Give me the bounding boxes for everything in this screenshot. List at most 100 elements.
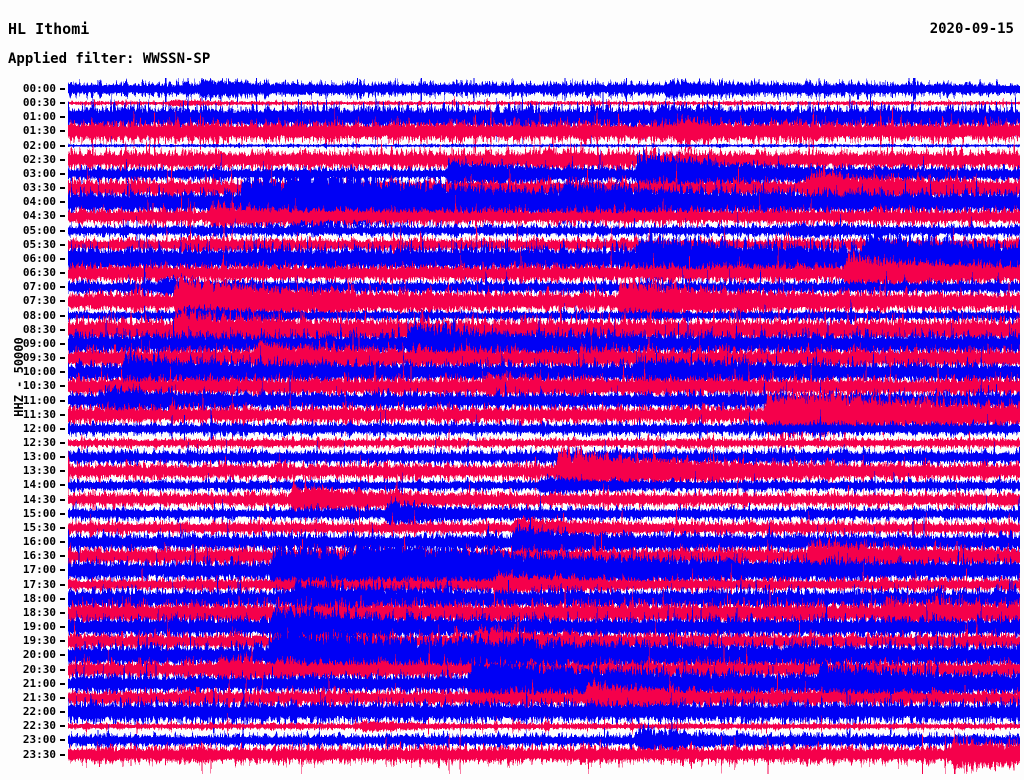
time-axis-label: 21:00: [22, 676, 56, 690]
axis-tick: [60, 626, 65, 629]
time-axis-label: 17:30: [22, 577, 56, 591]
axis-tick: [60, 427, 65, 430]
trace-row: [68, 712, 1020, 738]
trace-row: [68, 81, 1020, 150]
axis-tick: [60, 526, 65, 529]
trace-row: [68, 265, 1020, 311]
axis-tick: [60, 272, 65, 275]
axis-tick: [60, 711, 65, 714]
header-bar: HL Ithomi 2020-09-15 Applied filter: WWS…: [0, 0, 1024, 78]
time-axis-label: 15:00: [22, 506, 56, 520]
trace-row: [68, 468, 1020, 506]
time-axis-label: 03:00: [22, 166, 56, 180]
axis-tick: [60, 257, 65, 260]
axis-tick: [60, 144, 65, 147]
axis-tick: [60, 654, 65, 657]
trace-row: [68, 560, 1020, 611]
time-axis-label: 16:00: [22, 535, 56, 549]
trace-row: [68, 126, 1020, 195]
trace-row: [68, 488, 1020, 533]
axis-tick: [60, 498, 65, 501]
time-axis-label: 21:30: [22, 690, 56, 704]
trace-row: [68, 724, 1020, 774]
time-axis-label: 22:30: [22, 719, 56, 733]
trace-row: [68, 151, 1020, 220]
axis-tick: [60, 286, 65, 289]
time-axis-label: 01:00: [22, 110, 56, 124]
time-axis-label: 18:30: [22, 605, 56, 619]
time-axis-label: 11:30: [22, 407, 56, 421]
axis-tick: [60, 696, 65, 699]
axis-tick: [60, 611, 65, 614]
time-axis-label: 19:30: [22, 634, 56, 648]
time-axis-label: 02:30: [22, 152, 56, 166]
time-axis-label: 14:30: [22, 492, 56, 506]
axis-tick: [60, 442, 65, 444]
time-axis-label: 20:00: [22, 648, 56, 662]
axis-tick: [60, 158, 65, 161]
axis-tick: [60, 371, 65, 374]
axis-tick: [60, 314, 65, 317]
time-axis-label: 06:00: [22, 251, 56, 265]
axis-tick: [60, 300, 65, 303]
trace-row: [68, 510, 1020, 577]
time-axis-label: 13:30: [22, 464, 56, 478]
time-axis-label: 01:30: [22, 124, 56, 138]
time-axis-label: 00:30: [22, 96, 56, 110]
time-axis-label: 19:00: [22, 620, 56, 634]
axis-tick: [60, 328, 65, 331]
axis-tick: [60, 512, 65, 515]
time-axis-label: 03:30: [22, 181, 56, 195]
time-axis-label: 23:30: [22, 747, 56, 761]
axis-tick: [60, 682, 65, 685]
axis-tick: [60, 668, 65, 671]
seismogram-plot: [0, 78, 1024, 774]
axis-tick: [60, 215, 65, 218]
time-axis-label: 20:30: [22, 662, 56, 676]
time-axis-label: 08:30: [22, 322, 56, 336]
trace-row: [68, 143, 1020, 203]
axis-tick: [60, 597, 65, 600]
applied-filter-label: Applied filter: WWSSN-SP: [8, 51, 211, 67]
trace-row: [68, 437, 1020, 482]
time-axis-label: 17:00: [22, 563, 56, 577]
axis-tick: [60, 470, 65, 473]
time-axis-label: 16:30: [22, 549, 56, 563]
trace-row: [68, 299, 1020, 335]
axis-tick: [60, 413, 65, 416]
trace-row: [68, 78, 1020, 117]
time-axis-label: 12:00: [22, 421, 56, 435]
trace-row: [68, 403, 1020, 451]
axis-tick: [60, 342, 65, 345]
trace-row: [68, 357, 1020, 421]
axis-tick: [60, 357, 65, 360]
trace-row: [68, 308, 1020, 382]
trace-canvas: [68, 78, 1020, 774]
time-axis-label: 00:00: [22, 82, 56, 95]
trace-row: [68, 210, 1020, 246]
trace-row: [68, 523, 1020, 589]
time-axis-label: 18:00: [22, 591, 56, 605]
axis-tick: [60, 187, 65, 190]
axis-tick: [60, 88, 65, 90]
axis-tick: [60, 583, 65, 586]
axis-tick: [60, 229, 65, 232]
trace-row: [68, 637, 1020, 698]
time-axis-label: 09:00: [22, 336, 56, 350]
axis-tick: [60, 172, 65, 175]
time-axis-label: 05:30: [22, 237, 56, 251]
axis-tick: [60, 102, 65, 105]
trace-row: [68, 213, 1020, 271]
trace-row: [68, 438, 1020, 509]
record-date: 2020-09-15: [929, 21, 1014, 37]
axis-tick: [60, 130, 65, 133]
time-axis-label: 07:30: [22, 294, 56, 308]
time-axis-label: 14:00: [22, 478, 56, 492]
time-axis-label: 13:00: [22, 450, 56, 464]
axis-tick: [60, 116, 65, 119]
axis-tick: [60, 541, 65, 544]
axis-tick: [60, 569, 65, 572]
time-axis-label: 10:00: [22, 365, 56, 379]
axis-tick: [60, 555, 65, 558]
